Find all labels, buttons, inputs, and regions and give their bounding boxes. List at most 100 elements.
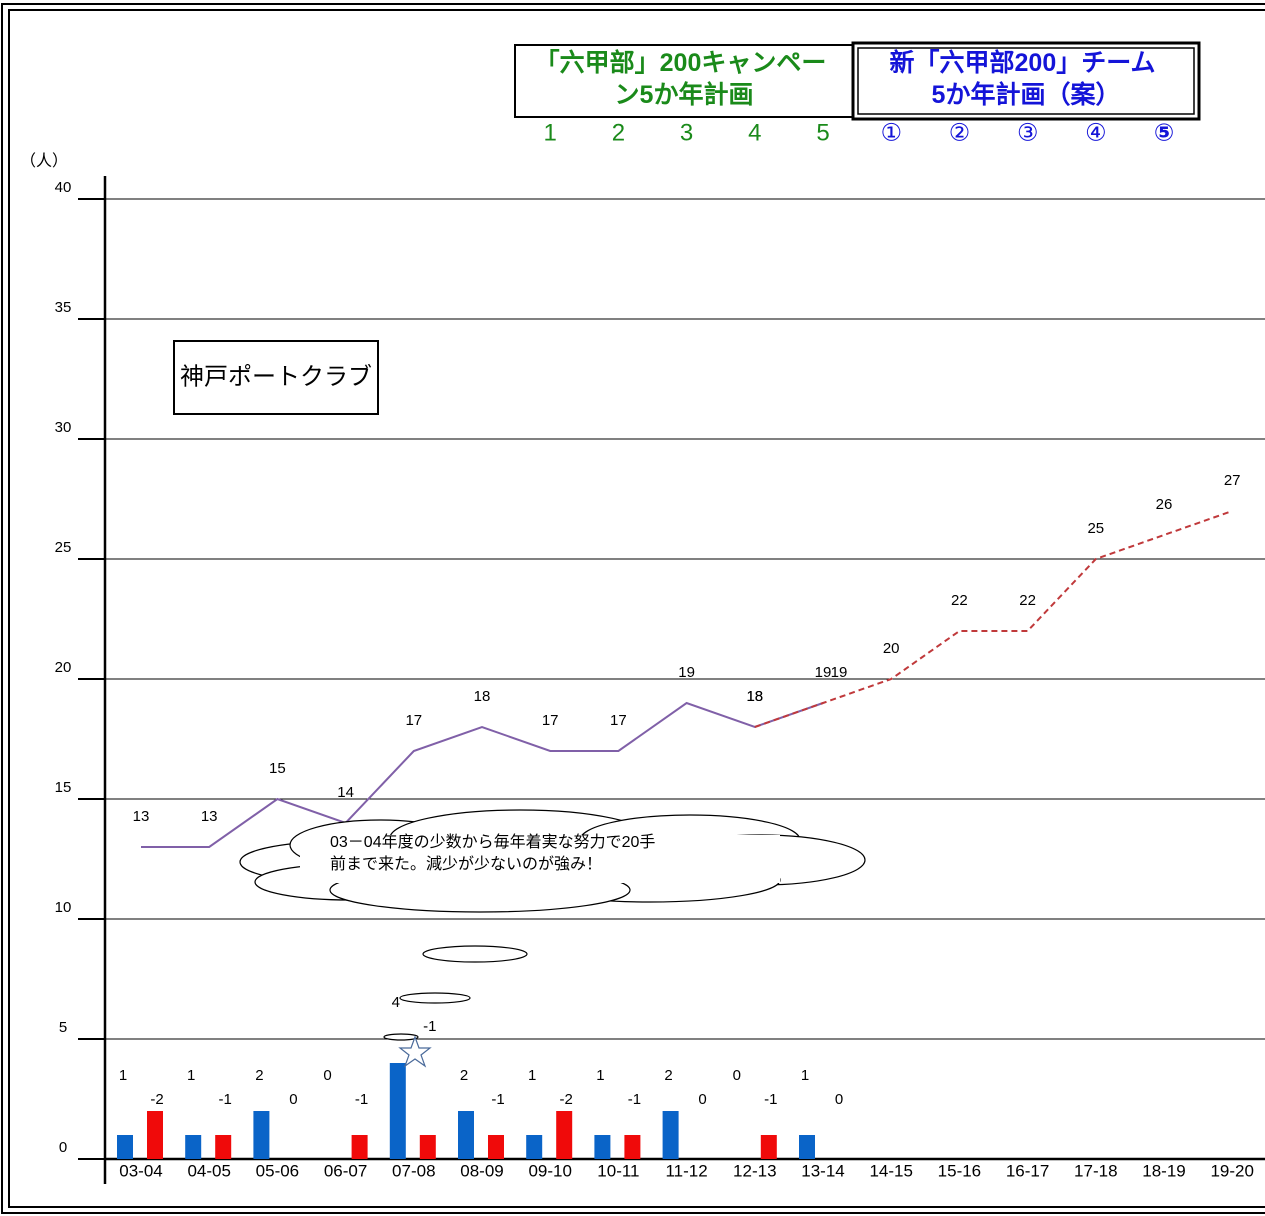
bar <box>215 1135 232 1159</box>
y-axis-unit: （人） <box>20 152 68 170</box>
y-tick-label: 10 <box>55 899 72 916</box>
star-icon <box>398 1035 432 1068</box>
bar-label: 1 <box>801 1067 809 1084</box>
bar <box>185 1135 202 1159</box>
bar-label: -2 <box>150 1091 163 1108</box>
data-label: 25 <box>1087 520 1104 537</box>
data-label: 19 <box>815 664 832 681</box>
bar <box>253 1111 270 1159</box>
data-label: 18 <box>746 688 763 705</box>
bar <box>351 1135 368 1159</box>
callout-text: 03－04年度の少数から毎年着実な努力で20手 <box>330 833 655 851</box>
data-label: 22 <box>951 592 968 609</box>
x-tick-label: 09-10 <box>528 1161 571 1180</box>
plan-box <box>514 44 854 118</box>
data-label: 19 <box>678 664 695 681</box>
data-label: 19 <box>831 664 848 681</box>
bar <box>419 1135 436 1159</box>
data-label: 17 <box>610 712 627 729</box>
y-tick-label: 35 <box>55 299 72 316</box>
bar-label: -1 <box>491 1091 504 1108</box>
cloud-callout <box>239 809 866 1041</box>
x-tick-label: 04-05 <box>187 1161 230 1180</box>
plan-year: 2 <box>612 119 625 146</box>
bar-label: 0 <box>733 1067 741 1084</box>
outer-border <box>1 3 1265 1214</box>
plan-title: 新「六甲部200」チーム 5か年計画（案） <box>890 48 1163 109</box>
plan-title-line: 5か年計画（案） <box>932 80 1121 109</box>
data-label: 13 <box>201 808 218 825</box>
bar-label: -1 <box>628 1091 641 1108</box>
data-label: 18 <box>746 688 763 705</box>
bar <box>662 1111 679 1159</box>
bar-label: 1 <box>596 1067 604 1084</box>
data-label: 22 <box>1019 592 1036 609</box>
bar <box>488 1135 504 1159</box>
x-tick-label: 05-06 <box>256 1161 299 1180</box>
plan-year: ② <box>949 119 971 146</box>
y-tick-label: 0 <box>59 1139 67 1156</box>
x-tick-label: 16-17 <box>1006 1161 1049 1180</box>
bar <box>556 1111 573 1159</box>
bar <box>526 1135 543 1159</box>
bar <box>799 1135 815 1159</box>
plan-title-line: 「六甲部」200キャンペー <box>535 48 827 77</box>
bar-label: 4 <box>392 994 400 1011</box>
plan-year: 3 <box>680 119 693 146</box>
bar-label: 2 <box>664 1067 672 1084</box>
line-series <box>141 701 824 848</box>
bar-label: 1 <box>528 1067 536 1084</box>
x-tick-label: 17-18 <box>1074 1161 1117 1180</box>
y-tick-label: 20 <box>55 659 72 676</box>
plan-year: 1 <box>544 119 557 146</box>
bar-label: 0 <box>289 1091 297 1108</box>
bar <box>458 1111 474 1159</box>
line-series <box>754 510 1233 728</box>
data-label: 26 <box>1156 496 1173 513</box>
plan-year: 5 <box>816 119 829 146</box>
data-label: 13 <box>133 808 150 825</box>
plan-year: ① <box>880 119 902 146</box>
data-label: 14 <box>337 784 354 801</box>
x-tick-label: 13-14 <box>801 1161 844 1180</box>
plan-box-inner <box>857 47 1195 115</box>
plan-box <box>851 41 1201 121</box>
y-tick-label: 40 <box>55 179 72 196</box>
bar-label: 0 <box>698 1091 706 1108</box>
bar-label: -1 <box>355 1091 368 1108</box>
x-tick-label: 06-07 <box>324 1161 367 1180</box>
data-label: 27 <box>1224 472 1241 489</box>
bar-label: 1 <box>119 1067 127 1084</box>
x-tick-label: 18-19 <box>1142 1161 1185 1180</box>
x-tick-label: 11-12 <box>665 1161 707 1180</box>
bar-label: -1 <box>219 1091 232 1108</box>
x-tick-label: 10-11 <box>597 1161 639 1180</box>
bar-label: 0 <box>835 1091 843 1108</box>
bar-label: -2 <box>560 1091 573 1108</box>
bar <box>147 1111 163 1159</box>
plan-year: ④ <box>1085 119 1107 146</box>
x-tick-label: 12-13 <box>733 1161 776 1180</box>
data-label: 18 <box>474 688 491 705</box>
bar-label: -1 <box>764 1091 777 1108</box>
plan-year: 4 <box>748 119 761 146</box>
bar-label: 2 <box>460 1067 468 1084</box>
bar <box>389 1063 406 1159</box>
data-label: 17 <box>405 712 422 729</box>
plan-title-line: 新「六甲部200」チーム <box>890 48 1156 77</box>
bar <box>117 1135 133 1159</box>
x-tick-label: 08-09 <box>460 1161 503 1180</box>
x-tick-label: 07-08 <box>392 1161 435 1180</box>
data-label: 20 <box>883 640 900 657</box>
inner-border <box>8 9 1265 1208</box>
x-tick-label: 03-04 <box>119 1161 162 1180</box>
x-tick-label: 15-16 <box>938 1161 981 1180</box>
bar-label: -1 <box>423 1018 436 1035</box>
bar-label: 1 <box>187 1067 195 1084</box>
plan-title: 「六甲部」200キャンペー ン5か年計画 <box>535 48 834 109</box>
club-name: 神戸ポートクラブ <box>180 363 372 390</box>
bar-label: 2 <box>255 1067 263 1084</box>
bar <box>760 1135 777 1159</box>
bar <box>594 1135 611 1159</box>
